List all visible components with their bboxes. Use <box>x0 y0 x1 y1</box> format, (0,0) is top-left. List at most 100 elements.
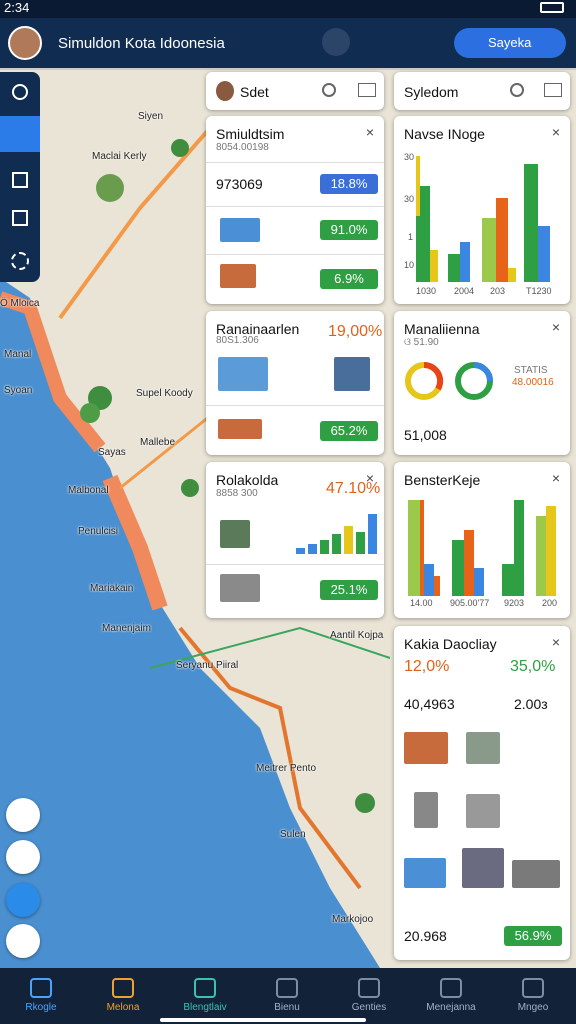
building-icon <box>462 848 504 888</box>
manaliienna-panel: Manaliienna × ଓ 51.90 STATIS 48.00016 51… <box>394 311 570 455</box>
map-label: Malbonal <box>68 485 109 496</box>
building-icon <box>220 520 250 548</box>
map-label: Meitrer Pento <box>256 763 317 774</box>
nav-icon[interactable] <box>358 978 380 998</box>
panel-subtitle: 80S1.306 <box>216 335 259 346</box>
donuts <box>405 361 493 400</box>
map-label: Supel Koody <box>136 388 193 399</box>
axis-label: 203 <box>490 286 506 296</box>
header: Simuldon Kota Idoonesia Sayeka <box>0 18 576 68</box>
map-button[interactable] <box>6 924 40 958</box>
home-indicator <box>160 1018 366 1022</box>
axis-label: 1 <box>408 232 414 242</box>
building-icon <box>512 860 560 888</box>
locate-button[interactable] <box>322 28 350 56</box>
map-button[interactable] <box>6 798 40 832</box>
axis-label: T1230 <box>526 286 552 296</box>
panel-title: Manaliienna <box>404 321 480 337</box>
close[interactable]: × <box>551 124 560 140</box>
search-icon[interactable] <box>322 83 336 97</box>
close[interactable]: × <box>551 319 560 335</box>
panel-title: Sdet <box>240 84 269 100</box>
badge: 25.1% <box>320 580 378 600</box>
sidebar <box>0 72 40 282</box>
panel-title: Ranainaarlen <box>216 321 300 337</box>
benster-panel: BensterKeje × 14.00 905.00'77 9203 200 <box>394 462 570 618</box>
panel-title: BensterKeje <box>404 472 481 488</box>
map-label: Maclai Kerly <box>92 151 147 162</box>
avatar <box>216 81 234 101</box>
nav-icon[interactable] <box>112 978 134 998</box>
value: 51,008 <box>404 427 447 443</box>
badge: 18.8% <box>320 174 378 194</box>
close[interactable]: × <box>551 634 560 650</box>
search-panel[interactable]: Syledom <box>394 72 570 110</box>
axis-label: 2004 <box>454 286 475 296</box>
search-panel[interactable]: Sdet <box>206 72 384 110</box>
map-label: Manenjaim <box>102 623 151 634</box>
nav-icon[interactable] <box>276 978 298 998</box>
map-button[interactable] <box>6 840 40 874</box>
simulation-panel: Smiuldtsim × 8054.00198 973069 18.8% 91.… <box>206 116 384 304</box>
sidebar-icon[interactable] <box>11 252 29 270</box>
map-icon[interactable] <box>544 83 562 97</box>
nav-label[interactable]: Blengtlaiv <box>183 1002 227 1013</box>
value: 973069 <box>216 176 263 192</box>
building-icon <box>466 732 500 764</box>
nav-icon[interactable] <box>440 978 462 998</box>
map-label: Siyen <box>138 111 164 122</box>
panel-title: Smiuldtsim <box>216 126 285 142</box>
nav-label[interactable]: Genties <box>351 1002 387 1013</box>
axis-label: 9203 <box>504 598 525 608</box>
sidebar-icon[interactable] <box>12 84 28 100</box>
map-label: Manal <box>4 349 32 360</box>
map-label: Ö Mloica <box>0 298 40 309</box>
rolakolda-panel: Rolakolda 47.10% × 8858 300 25.1% <box>206 462 384 618</box>
nav-icon[interactable] <box>522 978 544 998</box>
time: 2:34 <box>4 0 30 15</box>
value: 20.968 <box>404 928 447 944</box>
sidebar-active[interactable] <box>0 116 40 152</box>
avatar[interactable] <box>8 26 42 60</box>
nav-label[interactable]: Menejanna <box>426 1002 476 1013</box>
nav-icon[interactable] <box>30 978 52 998</box>
mini-chart <box>296 514 377 554</box>
panel-subtitle: 8054.00198 <box>216 142 269 153</box>
building-icon <box>404 732 448 764</box>
close[interactable]: × <box>365 124 374 140</box>
map-icon[interactable] <box>358 83 376 97</box>
bar-chart <box>416 156 550 282</box>
panel-subtitle: ଓ 51.90 <box>404 337 439 348</box>
panel-title: Kakia Daocliay <box>404 636 497 652</box>
building-icon <box>466 794 500 828</box>
panel-title: Rolakolda <box>216 472 279 488</box>
panel-subtitle: 8858 300 <box>216 488 258 499</box>
axis-label: 30 <box>404 194 415 204</box>
building-icon <box>220 574 260 602</box>
navse-panel: Navse INoge × 30 30 1 10 1030 2004 203 T… <box>394 116 570 304</box>
map-button[interactable] <box>6 883 40 917</box>
building-icon <box>404 858 446 888</box>
map-label: Markojoo <box>332 914 374 925</box>
close[interactable]: × <box>551 470 560 486</box>
sidebar-icon[interactable] <box>12 210 28 226</box>
search-icon[interactable] <box>510 83 524 97</box>
nav-icon[interactable] <box>194 978 216 998</box>
badge: 6.9% <box>320 269 378 289</box>
nav-label[interactable]: Rkogle <box>25 1002 57 1013</box>
sidebar-icon[interactable] <box>12 172 28 188</box>
nav-label[interactable]: Bienu <box>274 1002 300 1013</box>
close[interactable]: × <box>365 470 374 486</box>
map-label: Sulen <box>280 829 306 840</box>
nav-label[interactable]: Mngeo <box>517 1002 549 1013</box>
save-button[interactable]: Sayeka <box>454 28 566 58</box>
map-label: Seryanu Piiral <box>176 660 239 671</box>
ranainaarlen-panel: Ranainaarlen 19,00% 80S1.306 65.2% <box>206 311 384 455</box>
value: 47.10% <box>326 480 381 497</box>
map-label: Sayas <box>98 447 126 458</box>
nav-label[interactable]: Melona <box>106 1002 140 1013</box>
panel-title: Navse INoge <box>404 126 485 142</box>
building-icon <box>220 264 256 288</box>
axis-label: 1030 <box>416 286 437 296</box>
